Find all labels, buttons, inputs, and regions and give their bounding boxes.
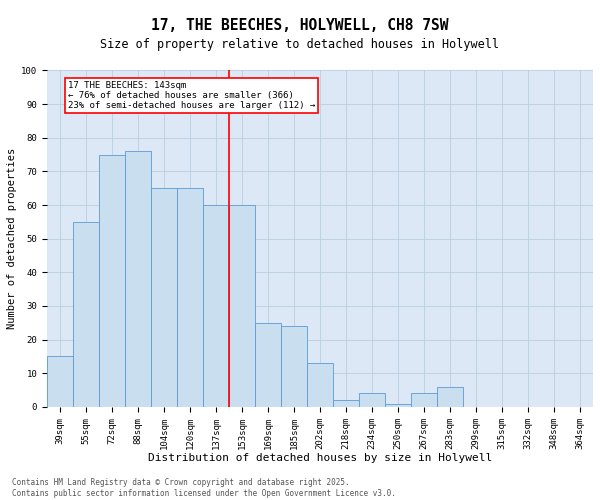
Bar: [177, 188, 203, 407]
Bar: [125, 151, 151, 407]
Bar: [437, 386, 463, 407]
Text: Size of property relative to detached houses in Holywell: Size of property relative to detached ho…: [101, 38, 499, 51]
X-axis label: Distribution of detached houses by size in Holywell: Distribution of detached houses by size …: [148, 453, 492, 463]
Text: 17 THE BEECHES: 143sqm
← 76% of detached houses are smaller (366)
23% of semi-de: 17 THE BEECHES: 143sqm ← 76% of detached…: [68, 80, 315, 110]
Bar: [333, 400, 359, 407]
Text: 17, THE BEECHES, HOLYWELL, CH8 7SW: 17, THE BEECHES, HOLYWELL, CH8 7SW: [151, 18, 449, 32]
Bar: [411, 394, 437, 407]
Y-axis label: Number of detached properties: Number of detached properties: [7, 148, 17, 330]
Bar: [99, 154, 125, 407]
Bar: [359, 394, 385, 407]
Bar: [255, 323, 281, 407]
Bar: [229, 205, 255, 407]
Bar: [47, 356, 73, 407]
Bar: [385, 404, 411, 407]
Bar: [281, 326, 307, 407]
Bar: [203, 205, 229, 407]
Text: Contains HM Land Registry data © Crown copyright and database right 2025.
Contai: Contains HM Land Registry data © Crown c…: [12, 478, 396, 498]
Bar: [151, 188, 177, 407]
Bar: [307, 363, 333, 407]
Bar: [73, 222, 99, 407]
